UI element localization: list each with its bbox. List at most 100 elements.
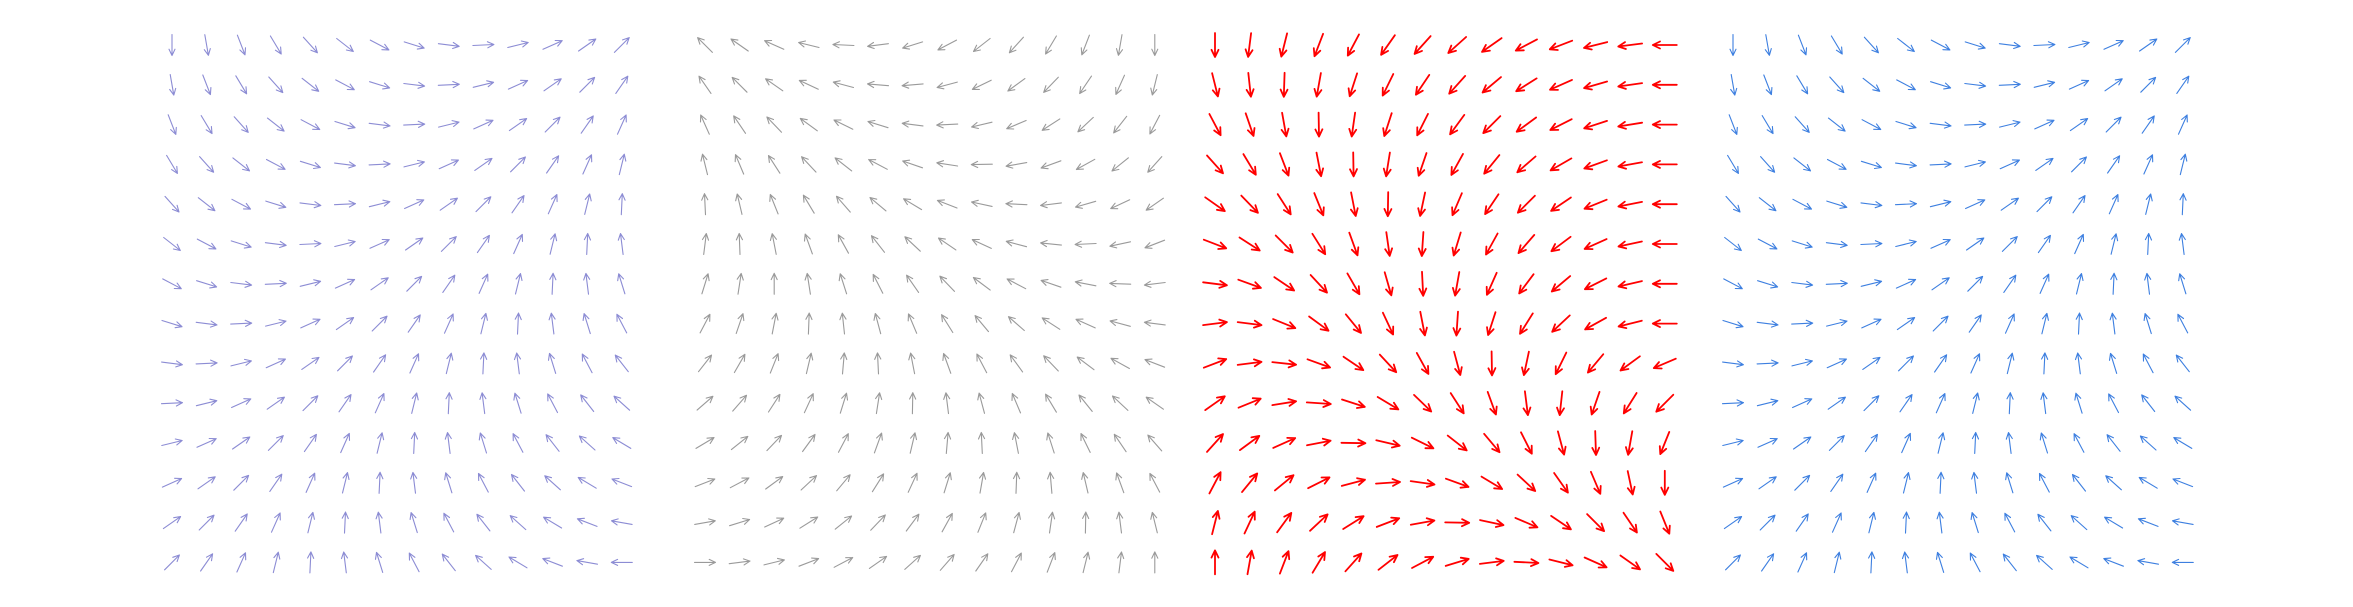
arrow [1521,350,1530,376]
arrow [1202,238,1228,250]
arrow [617,273,626,295]
arrow [1383,191,1393,218]
arrow [1115,34,1124,56]
arrow [1479,519,1505,528]
arrow [1721,399,1745,407]
arrow [1619,355,1641,372]
arrow [1242,153,1257,176]
arrow [1827,396,1846,410]
arrow [163,236,181,252]
arrow [1006,278,1027,290]
arrow [1280,111,1290,138]
arrow [2145,193,2153,215]
arrow [617,233,625,255]
arrow [2075,312,2083,335]
arrow [1239,435,1261,451]
arrow [613,395,631,411]
arrow [798,79,819,90]
arrow [162,516,182,530]
arrow [972,276,991,291]
arrow [873,312,882,335]
arrow [513,233,524,255]
arrow [272,551,281,574]
arrow [479,392,487,415]
arrow [375,511,383,534]
arrow [832,41,855,49]
arrow [1826,200,1848,209]
arrow [1450,153,1464,176]
arrow [1729,33,1737,57]
arrow [160,399,184,407]
arrow [544,116,561,133]
arrow [230,319,253,327]
arrow [1651,239,1678,249]
arrow [197,197,216,212]
arrow [1895,239,1917,248]
arrow [438,159,459,170]
arrow [730,38,749,52]
arrow [838,273,848,295]
arrow [1934,354,1948,373]
arrow [874,352,882,375]
arrow [1763,74,1773,96]
quiver-panel [693,33,1166,574]
arrow [1826,158,1847,170]
arrow [1758,197,1777,212]
arrow [1313,192,1325,217]
arrow [1150,74,1158,96]
arrow [513,392,522,414]
arrow [2141,394,2156,413]
arrow [736,272,744,295]
arrow [403,120,426,128]
arrow [1722,438,1744,447]
arrow [1617,240,1643,250]
arrow [1272,437,1297,449]
arrow [582,154,593,175]
arrow [803,393,814,414]
arrow [267,435,284,451]
arrow [576,517,598,527]
arrow [729,517,751,527]
arrow [1830,473,1844,492]
arrow [583,232,592,256]
arrow [1793,436,1812,450]
arrow [1210,549,1220,576]
arrow [198,514,215,531]
arrow [1863,36,1879,54]
arrow [335,317,355,331]
arrow [1617,121,1643,130]
arrow [196,280,218,289]
arrow [480,312,488,335]
arrow [1722,360,1744,368]
arrow [905,513,920,532]
arrow [1244,112,1256,137]
arrow [1655,393,1675,413]
arrow [1202,280,1228,289]
arrow [480,352,488,375]
arrow [1828,435,1845,451]
arrow [200,553,214,572]
arrow [1047,471,1055,494]
arrow [1826,358,1847,369]
arrow [1382,151,1392,178]
arrow [1590,470,1602,495]
arrow [1271,398,1297,407]
arrow [1485,232,1499,256]
arrow [1149,472,1161,493]
arrow [1341,398,1366,409]
arrow [1485,271,1498,296]
arrow [1076,356,1095,371]
arrow [1795,513,1809,532]
arrow [612,437,632,449]
arrow [1040,201,1062,209]
arrow [731,76,748,93]
arrow [478,432,488,454]
arrow [1006,119,1027,130]
arrow [2178,233,2186,255]
arrow [230,358,252,367]
arrow [1583,80,1608,91]
arrow [265,200,287,209]
arrow [1013,511,1021,534]
arrow [2039,273,2050,294]
arrow [2177,313,2189,334]
